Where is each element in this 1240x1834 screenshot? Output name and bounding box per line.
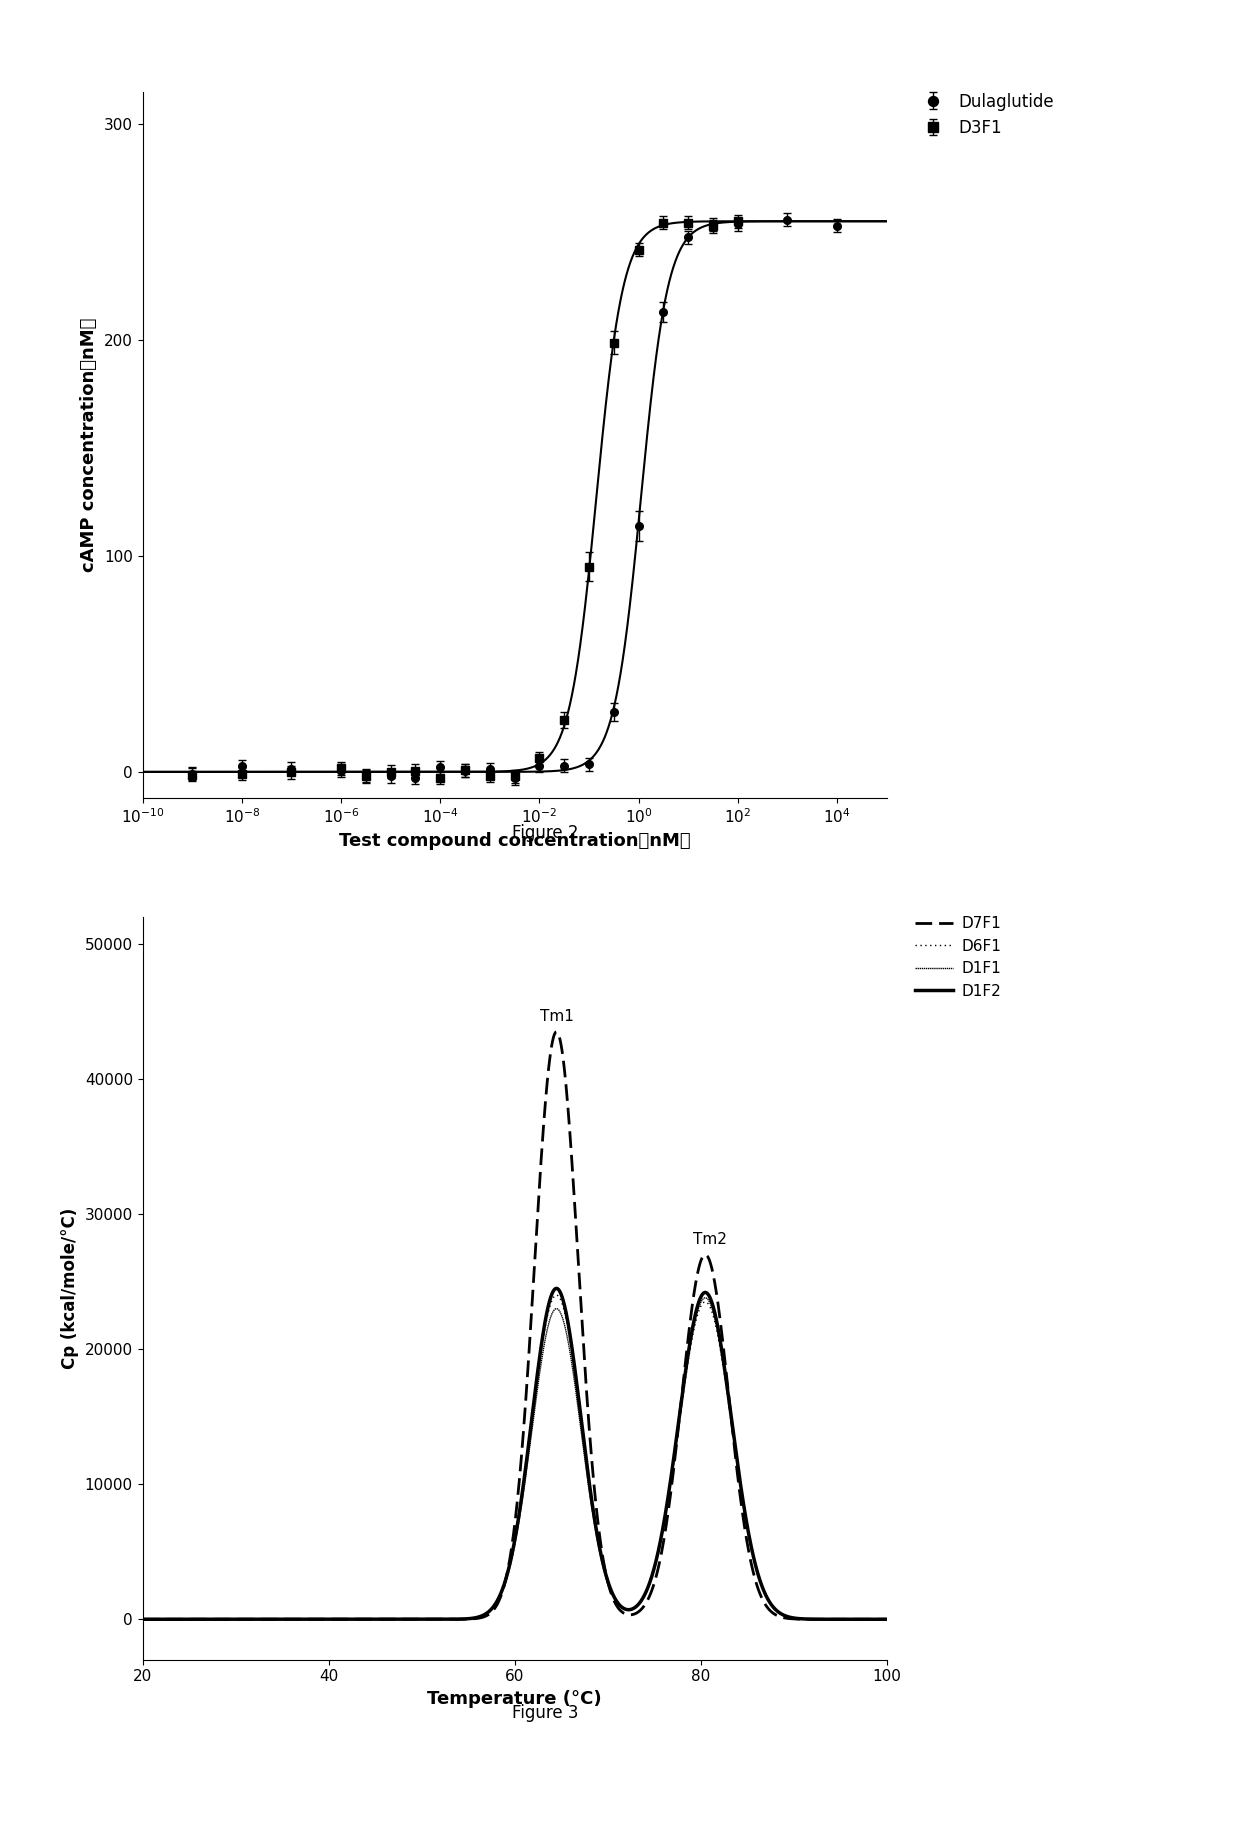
D1F2	[135, 1608, 150, 1630]
D6F1	[219, 1608, 234, 1630]
D6F1	[549, 1284, 564, 1306]
D1F2	[785, 1607, 800, 1629]
D1F2	[549, 1278, 564, 1300]
D7F1	[864, 1608, 879, 1630]
D1F1	[698, 1287, 713, 1309]
D7F1	[420, 1608, 435, 1630]
X-axis label: Temperature (°C): Temperature (°C)	[428, 1691, 601, 1707]
D1F1	[219, 1608, 234, 1630]
D6F1	[135, 1608, 150, 1630]
D1F2	[864, 1608, 879, 1630]
D6F1	[453, 1608, 467, 1630]
D1F1	[879, 1608, 894, 1630]
Text: Tm2: Tm2	[693, 1231, 727, 1247]
Line: D1F1: D1F1	[143, 1298, 887, 1619]
D1F1	[420, 1608, 435, 1630]
D6F1	[264, 1608, 279, 1630]
X-axis label: Test compound concentration（nM）: Test compound concentration（nM）	[339, 833, 691, 849]
D1F1	[785, 1607, 800, 1629]
D1F2	[879, 1608, 894, 1630]
D7F1	[785, 1608, 800, 1630]
D7F1	[135, 1608, 150, 1630]
D1F2	[453, 1608, 467, 1630]
Text: Tm1: Tm1	[539, 1009, 573, 1023]
D1F2	[264, 1608, 279, 1630]
D6F1	[420, 1608, 435, 1630]
D1F1	[453, 1608, 467, 1630]
D1F2	[420, 1608, 435, 1630]
D7F1	[879, 1608, 894, 1630]
Text: Figure 3: Figure 3	[512, 1704, 579, 1722]
Line: D7F1: D7F1	[143, 1033, 887, 1619]
Y-axis label: Cp (kcal/mole/°C): Cp (kcal/mole/°C)	[61, 1209, 79, 1368]
D6F1	[864, 1608, 879, 1630]
Y-axis label: cAMP concentration（nM）: cAMP concentration（nM）	[81, 317, 98, 572]
Line: D1F2: D1F2	[143, 1289, 887, 1619]
D1F1	[135, 1608, 150, 1630]
D7F1	[549, 1022, 564, 1044]
Line: D6F1: D6F1	[143, 1295, 887, 1619]
D7F1	[219, 1608, 234, 1630]
D1F1	[864, 1608, 879, 1630]
Legend: D7F1, D6F1, D1F1, D1F2: D7F1, D6F1, D1F1, D1F2	[909, 910, 1007, 1005]
D1F1	[264, 1608, 279, 1630]
D6F1	[785, 1607, 800, 1629]
D6F1	[879, 1608, 894, 1630]
Legend: Dulaglutide, D3F1: Dulaglutide, D3F1	[910, 86, 1060, 143]
D7F1	[453, 1608, 467, 1630]
Text: Figure 2: Figure 2	[512, 823, 579, 842]
D7F1	[264, 1608, 279, 1630]
D1F2	[219, 1608, 234, 1630]
